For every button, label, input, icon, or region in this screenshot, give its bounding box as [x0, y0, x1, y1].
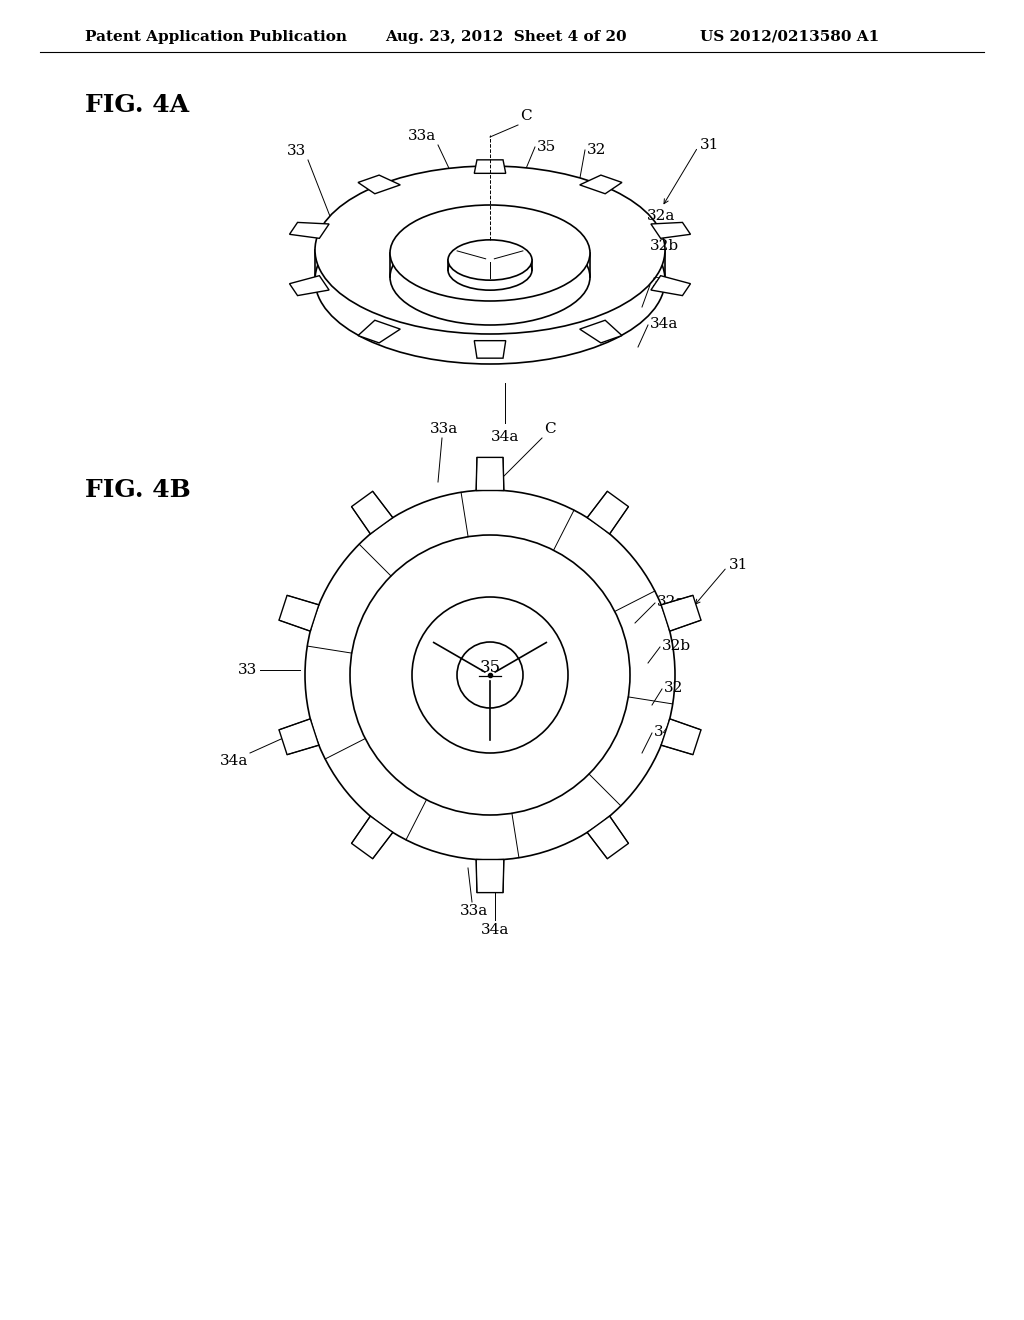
Polygon shape [651, 222, 690, 239]
Text: US 2012/0213580 A1: US 2012/0213580 A1 [700, 30, 880, 44]
Text: 32a: 32a [657, 595, 685, 609]
Ellipse shape [390, 205, 590, 301]
Polygon shape [587, 491, 629, 533]
Text: Patent Application Publication: Patent Application Publication [85, 30, 347, 44]
Text: 33a: 33a [408, 129, 436, 143]
Text: 32b: 32b [650, 239, 679, 253]
Polygon shape [290, 222, 329, 239]
Circle shape [412, 597, 568, 752]
Text: 32a: 32a [647, 209, 676, 223]
Circle shape [457, 642, 523, 708]
Polygon shape [358, 321, 400, 343]
Text: FIG. 4B: FIG. 4B [85, 478, 190, 502]
Text: 33: 33 [287, 144, 306, 158]
Ellipse shape [449, 240, 532, 280]
Polygon shape [358, 176, 400, 194]
Polygon shape [474, 160, 506, 173]
Text: 33a: 33a [460, 904, 488, 917]
Polygon shape [476, 859, 504, 892]
Polygon shape [279, 595, 318, 631]
Text: 34: 34 [654, 725, 674, 739]
Text: 33: 33 [238, 663, 257, 677]
Polygon shape [474, 341, 506, 358]
Polygon shape [651, 276, 690, 296]
Text: 33a: 33a [430, 422, 458, 436]
Text: 32: 32 [587, 143, 606, 157]
Text: 34: 34 [652, 277, 672, 290]
Text: FIG. 4A: FIG. 4A [85, 92, 189, 117]
Circle shape [350, 535, 630, 814]
Polygon shape [351, 491, 393, 533]
Polygon shape [580, 176, 622, 194]
Text: 35: 35 [537, 140, 556, 154]
Polygon shape [351, 816, 393, 859]
Polygon shape [662, 595, 701, 631]
Circle shape [305, 490, 675, 861]
Polygon shape [476, 458, 504, 491]
Text: Aug. 23, 2012  Sheet 4 of 20: Aug. 23, 2012 Sheet 4 of 20 [385, 30, 627, 44]
Text: 31: 31 [700, 139, 720, 152]
Text: 32: 32 [664, 681, 683, 696]
Text: C: C [544, 422, 556, 436]
Polygon shape [580, 321, 622, 343]
Polygon shape [587, 816, 629, 859]
Text: 34a: 34a [490, 430, 519, 444]
Text: 35: 35 [479, 659, 501, 676]
Text: C: C [520, 110, 531, 123]
Text: 32b: 32b [662, 639, 691, 653]
Text: 34a: 34a [481, 923, 509, 937]
Text: 31: 31 [729, 558, 749, 572]
Ellipse shape [315, 166, 665, 334]
Text: 34a: 34a [650, 317, 678, 331]
Polygon shape [279, 719, 318, 755]
Polygon shape [662, 719, 701, 755]
Text: 34a: 34a [219, 754, 248, 768]
Polygon shape [290, 276, 329, 296]
